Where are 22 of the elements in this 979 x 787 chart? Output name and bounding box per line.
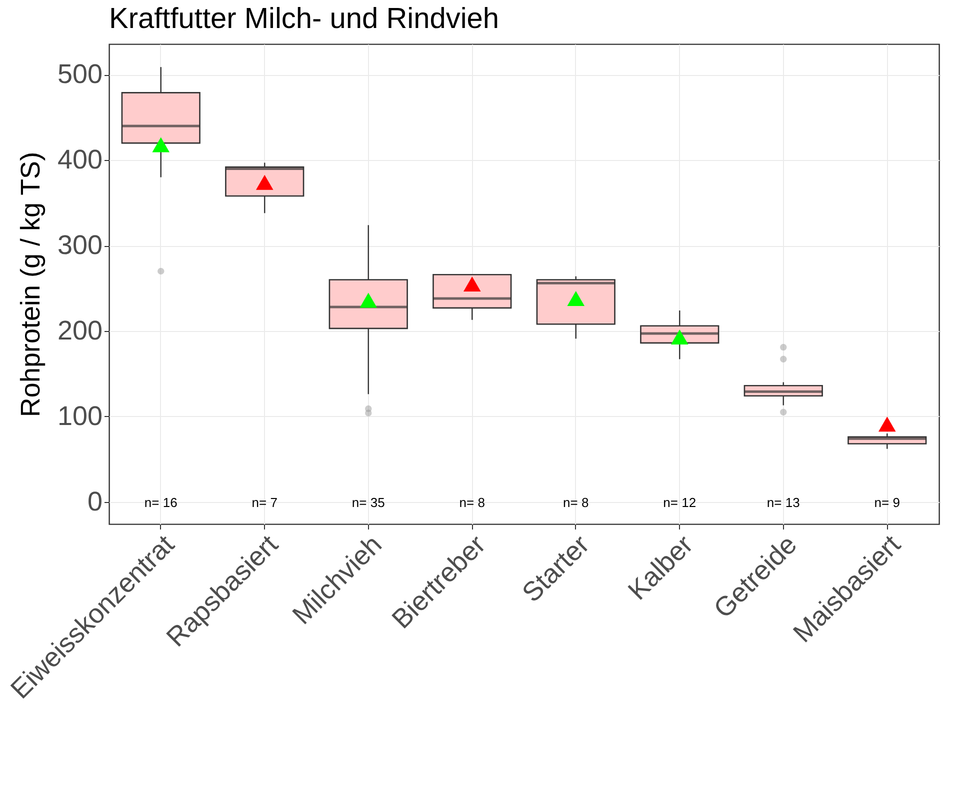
chart-title: Kraftfutter Milch- und Rindvieh (109, 3, 500, 35)
annotation: n= 35 (352, 495, 385, 510)
annotation: n= 7 (252, 495, 278, 510)
point (360, 292, 378, 308)
annotation: n= 8 (563, 495, 589, 510)
annotation: n= 8 (459, 495, 485, 510)
annotation: n= 12 (663, 495, 696, 510)
y-tick-label: 0 (87, 486, 102, 516)
annotation: n= 9 (874, 495, 900, 510)
y-tick-label: 500 (57, 59, 102, 90)
annotation: n= 16 (144, 495, 178, 510)
y-tick-label: 400 (57, 144, 102, 175)
point (567, 291, 585, 306)
annotation: n= 13 (766, 495, 800, 510)
point (670, 329, 688, 344)
y-tick-label: 200 (57, 315, 102, 346)
y-tick-label: 300 (57, 230, 102, 260)
y-axis-title: Rohprotein (g / kg TS) (15, 152, 46, 418)
point (256, 174, 274, 190)
y-tick-label: 100 (57, 400, 102, 431)
point (463, 276, 481, 292)
point (152, 137, 170, 152)
